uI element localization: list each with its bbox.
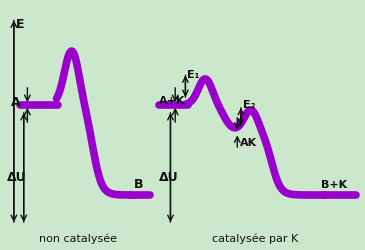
Text: E₁: E₁ <box>187 70 199 80</box>
Text: catalysée par K: catalysée par K <box>212 233 299 244</box>
Text: B+K: B+K <box>321 180 347 190</box>
Text: B: B <box>134 178 144 192</box>
Text: E: E <box>16 18 24 30</box>
Text: A: A <box>11 96 20 109</box>
Text: AK: AK <box>240 138 257 147</box>
Text: non catalysée: non catalysée <box>39 233 118 244</box>
Text: ΔU: ΔU <box>7 171 27 184</box>
Text: ΔU: ΔU <box>159 171 178 184</box>
Text: A+K: A+K <box>159 96 185 106</box>
Text: E₂: E₂ <box>243 100 255 110</box>
